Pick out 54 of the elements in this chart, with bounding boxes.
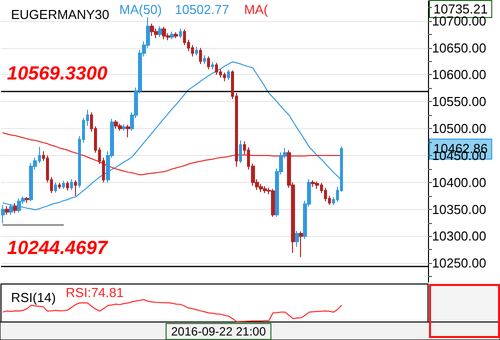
text: 2016-09-22 21:00 [171, 324, 266, 338]
candlestick [263, 186, 267, 194]
candlestick [154, 28, 158, 39]
y-tick-label: 10300.00 [432, 228, 486, 244]
candlestick [239, 140, 242, 164]
candlestick [315, 180, 319, 190]
candlestick [199, 47, 202, 64]
candlestick [170, 31, 174, 40]
text: MA( [244, 2, 269, 17]
y-tick-label: 10350.00 [432, 202, 486, 217]
candlestick [195, 46, 198, 56]
ref-line-label: 10244.4697 [7, 238, 109, 260]
candlestick [62, 180, 65, 190]
candlestick [58, 182, 61, 190]
candlestick [179, 28, 182, 39]
candlestick [324, 187, 327, 202]
candlestick [311, 180, 315, 188]
candlestick [150, 23, 154, 36]
candlestick [223, 72, 226, 82]
candlestick [13, 202, 17, 214]
candlestick [215, 62, 218, 76]
candlestick [118, 123, 122, 132]
series-label: RSI:74.81 [66, 285, 124, 300]
candlestick [126, 124, 130, 138]
candlestick [174, 32, 178, 39]
line-series [2, 132, 342, 176]
candlestick [54, 182, 57, 194]
candlestick [25, 196, 29, 204]
candlestick [211, 61, 214, 70]
candlestick [114, 119, 118, 130]
y-tick-label: 10500.00 [432, 121, 486, 136]
y-tick-label: 10400.00 [432, 174, 486, 190]
candlestick [271, 188, 275, 218]
candlestick [70, 178, 73, 190]
y-tick-label: 10250.00 [432, 256, 486, 271]
y-tick-label: 10650.00 [432, 40, 486, 56]
chart-title: RSI(14) [11, 290, 56, 305]
text: MA(50) [119, 2, 162, 17]
candlestick [74, 180, 77, 196]
y-tick-label: 10600.00 [432, 67, 486, 82]
candlestick [207, 56, 210, 70]
candlestick [5, 206, 9, 216]
candlestick [203, 54, 206, 64]
text: EUGERMANY30 [11, 7, 110, 22]
annotation: 10502.77 [174, 2, 230, 17]
candlestick [299, 230, 303, 258]
candlestick [227, 69, 230, 81]
candlestick [122, 124, 126, 132]
y-tick-label: 10550.00 [432, 94, 486, 110]
candlestick [158, 26, 162, 38]
candlestick [66, 180, 69, 191]
ref-line-label: 10569.3300 [7, 63, 108, 84]
candlestick [162, 26, 166, 40]
candlestick [295, 230, 299, 248]
